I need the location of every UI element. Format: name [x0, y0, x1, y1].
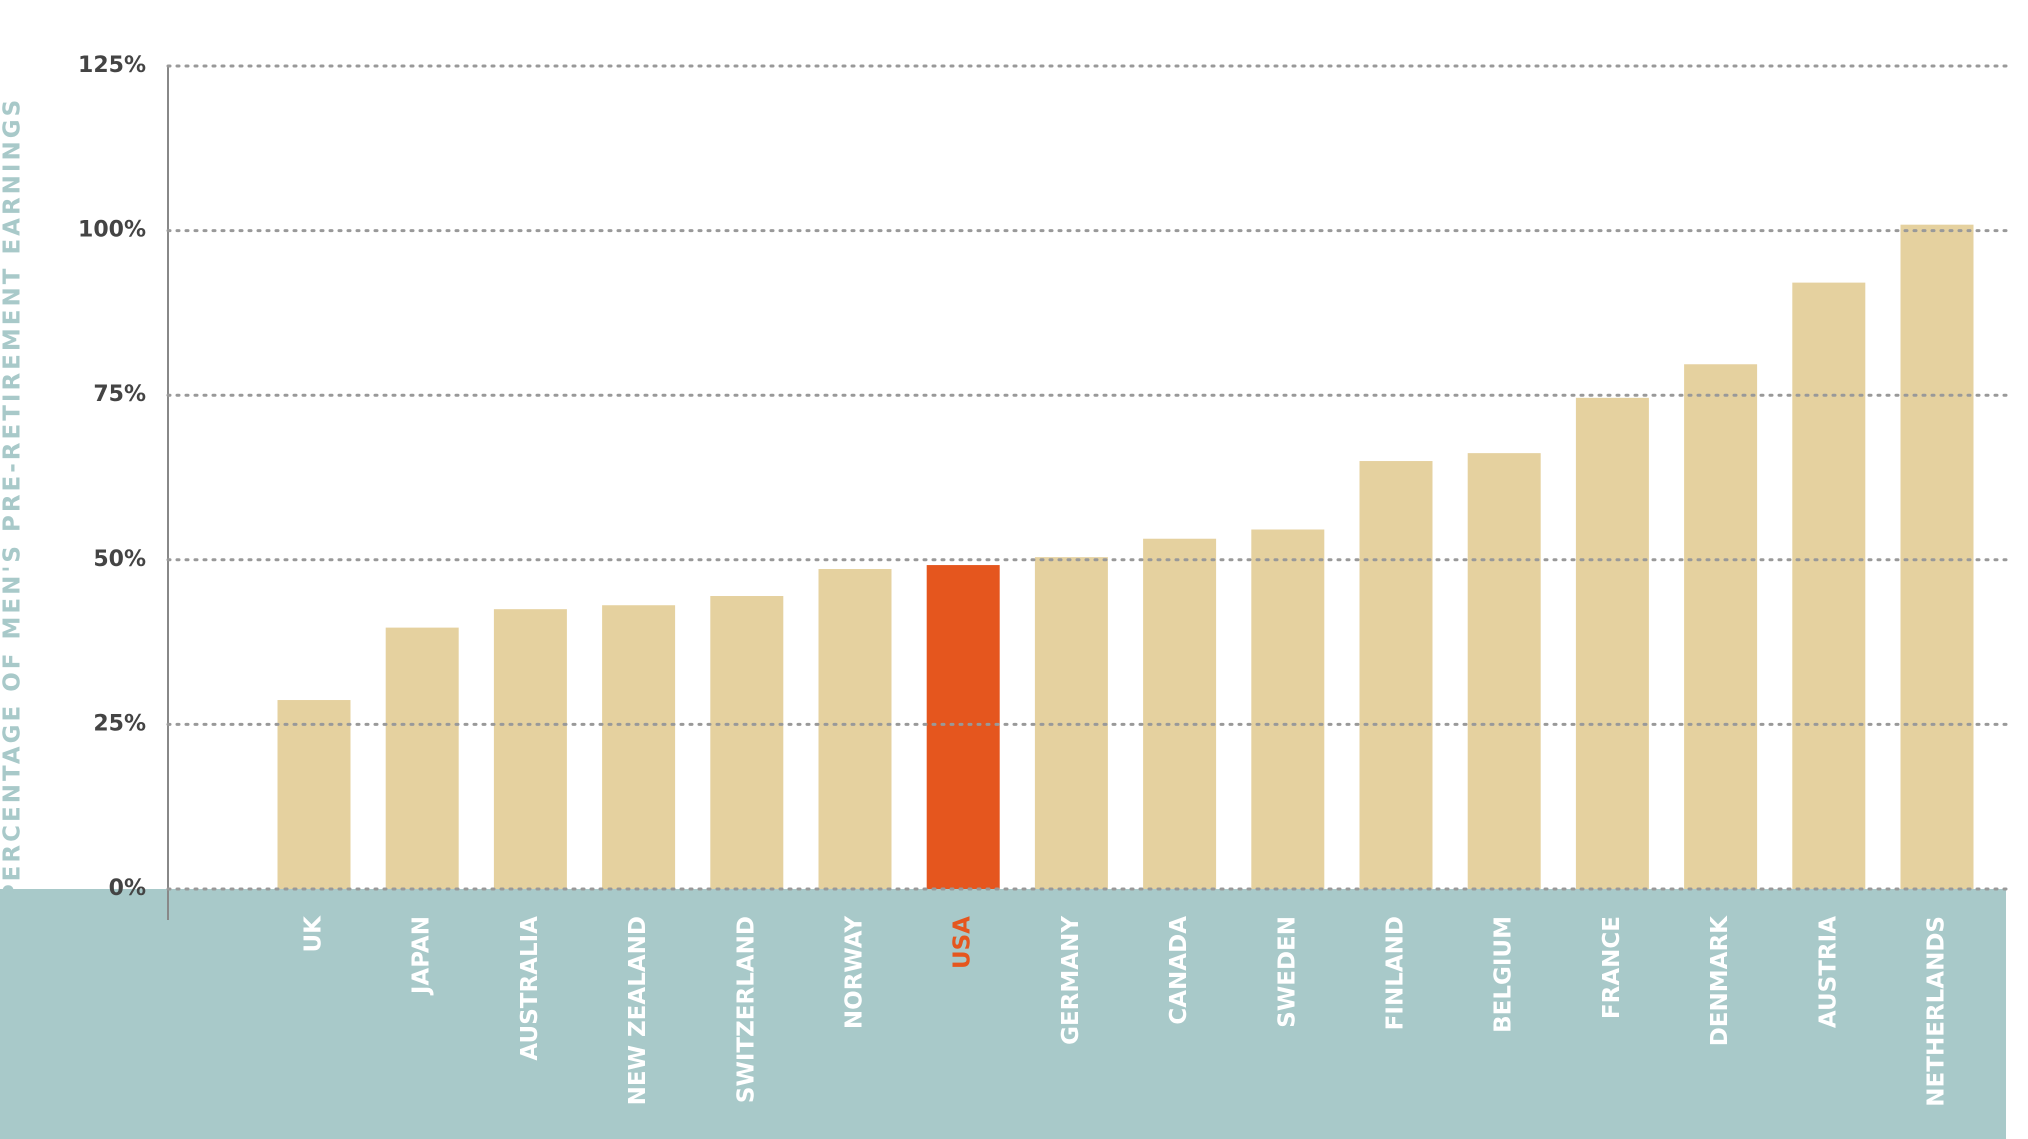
- bar: [385, 627, 459, 889]
- y-tick-label: 75%: [93, 382, 146, 407]
- bar: [1575, 397, 1649, 889]
- bar: [1467, 453, 1541, 889]
- x-tick-label: FINLAND: [1383, 916, 1409, 1030]
- x-tick-label: JAPAN: [409, 916, 435, 996]
- bar: [1792, 282, 1866, 889]
- label-band: [0, 889, 2006, 1139]
- x-tick-label: CANADA: [1166, 916, 1192, 1025]
- y-tick-label: 25%: [93, 711, 146, 736]
- bar: [602, 605, 676, 889]
- y-tick-label: 125%: [78, 53, 146, 78]
- x-tick-label: NEW ZEALAND: [625, 916, 651, 1105]
- x-tick-label: AUSTRALIA: [517, 916, 543, 1061]
- bar: [1359, 461, 1433, 889]
- y-tick-label: 0%: [109, 876, 146, 901]
- bar: [1143, 538, 1217, 889]
- x-tick-label: SWITZERLAND: [733, 916, 759, 1103]
- x-tick-label: USA: [950, 916, 976, 969]
- bar: [818, 569, 892, 889]
- bar: [493, 609, 567, 889]
- x-tick-label: SWEDEN: [1274, 916, 1300, 1028]
- x-tick-label: DENMARK: [1707, 915, 1733, 1046]
- bar: [277, 700, 351, 889]
- y-tick-label: 50%: [93, 547, 146, 572]
- x-tick-label: BELGIUM: [1491, 916, 1517, 1033]
- x-tick-label: NORWAY: [842, 916, 868, 1029]
- x-tick-label: AUSTRIA: [1815, 916, 1841, 1028]
- x-tick-label: UK: [301, 915, 327, 953]
- bar: [1251, 529, 1325, 889]
- x-tick-label: NETHERLANDS: [1924, 916, 1950, 1107]
- y-tick-label: 100%: [78, 218, 146, 243]
- x-tick-label: FRANCE: [1599, 916, 1625, 1019]
- x-tick-label: GERMANY: [1058, 916, 1084, 1045]
- y-axis-title: PERCENTAGE OF MEN'S PRE-RETIREMENT EARNI…: [0, 97, 26, 901]
- bar: [926, 565, 1000, 889]
- bar: [1900, 224, 1974, 890]
- bar: [1684, 364, 1758, 889]
- bar: [710, 596, 784, 889]
